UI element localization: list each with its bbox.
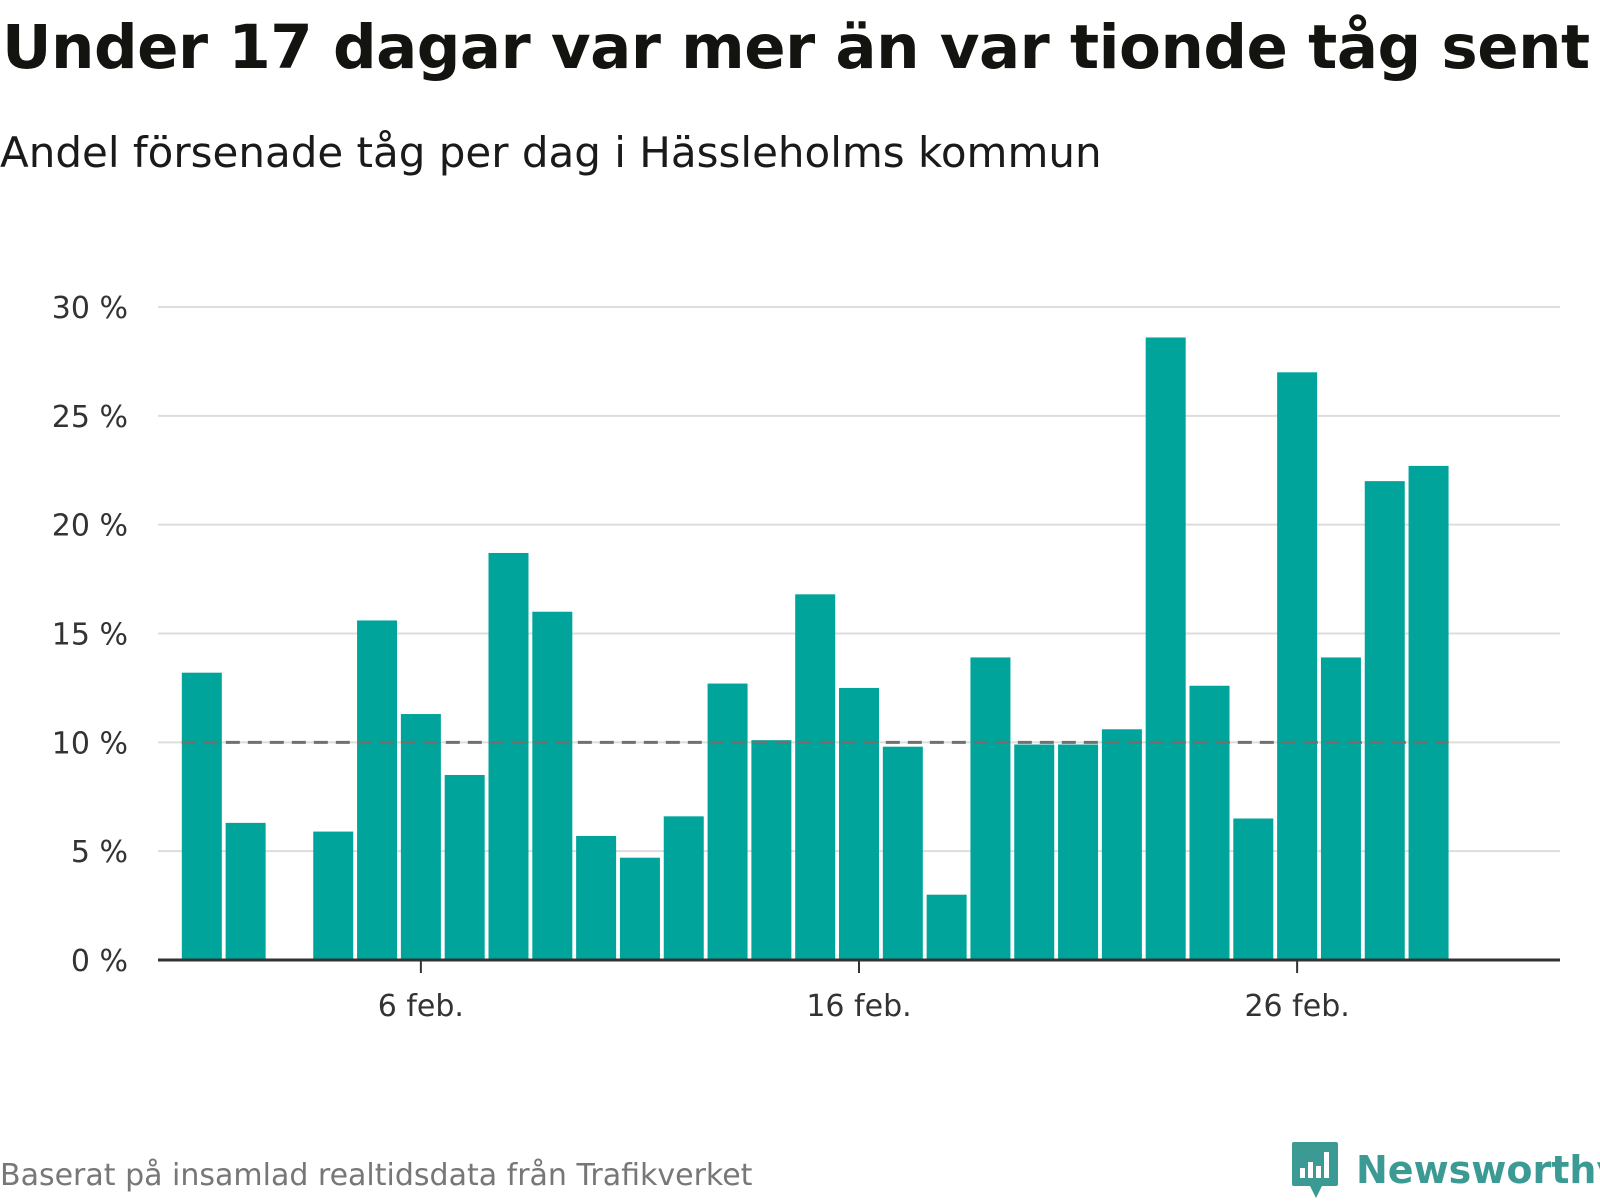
bar <box>1277 372 1318 960</box>
bar <box>970 657 1011 960</box>
bar <box>1364 481 1405 960</box>
bar <box>313 831 354 960</box>
bar <box>1320 657 1361 960</box>
x-tick-label: 26 feb. <box>1244 989 1349 1024</box>
y-tick-label: 20 % <box>52 509 128 544</box>
bar <box>400 714 441 960</box>
y-tick-label: 25 % <box>52 400 128 435</box>
bar <box>357 620 398 960</box>
y-tick-label: 15 % <box>52 618 128 653</box>
bar <box>1189 685 1230 960</box>
y-tick-label: 5 % <box>71 835 128 870</box>
bar <box>225 822 266 960</box>
chart-title: Under 17 dagar var mer än var tionde tåg… <box>2 12 1590 83</box>
bar <box>1408 465 1449 960</box>
bar-chart-speech-bubble-icon <box>1292 1142 1338 1198</box>
bar <box>1101 729 1142 960</box>
bar <box>488 552 529 960</box>
bar <box>444 774 485 960</box>
bar <box>1014 744 1055 960</box>
bar <box>839 687 879 960</box>
bar <box>707 683 748 960</box>
bar <box>619 857 660 960</box>
y-axis-ticks: 0 % 5 % 10 % 15 % 20 % 25 % 30 % <box>52 291 128 979</box>
bar <box>795 594 836 960</box>
brand-name: Newsworthy <box>1356 1148 1600 1192</box>
bar <box>532 611 573 960</box>
bar <box>663 816 704 960</box>
bar <box>576 835 617 960</box>
y-tick-label: 30 % <box>52 291 128 326</box>
bar <box>882 746 923 960</box>
bar <box>1145 337 1186 960</box>
bar <box>926 894 967 960</box>
brand-logo: Newsworthy <box>1290 1138 1600 1202</box>
bar <box>1058 744 1099 960</box>
bar <box>181 672 222 960</box>
bar <box>1233 818 1274 960</box>
x-tick-label: 16 feb. <box>806 989 911 1024</box>
source-note: Baserat på insamlad realtidsdata från Tr… <box>0 1158 753 1193</box>
bar <box>751 740 792 960</box>
y-tick-label: 10 % <box>52 726 128 761</box>
x-tick-label: 6 feb. <box>378 989 464 1024</box>
chart-subtitle: Andel försenade tåg per dag i Hässleholm… <box>0 128 1102 177</box>
y-tick-label: 0 % <box>71 944 128 979</box>
x-axis-ticks: 6 feb. 16 feb. 26 feb. <box>378 960 1350 1024</box>
bars <box>181 337 1449 960</box>
